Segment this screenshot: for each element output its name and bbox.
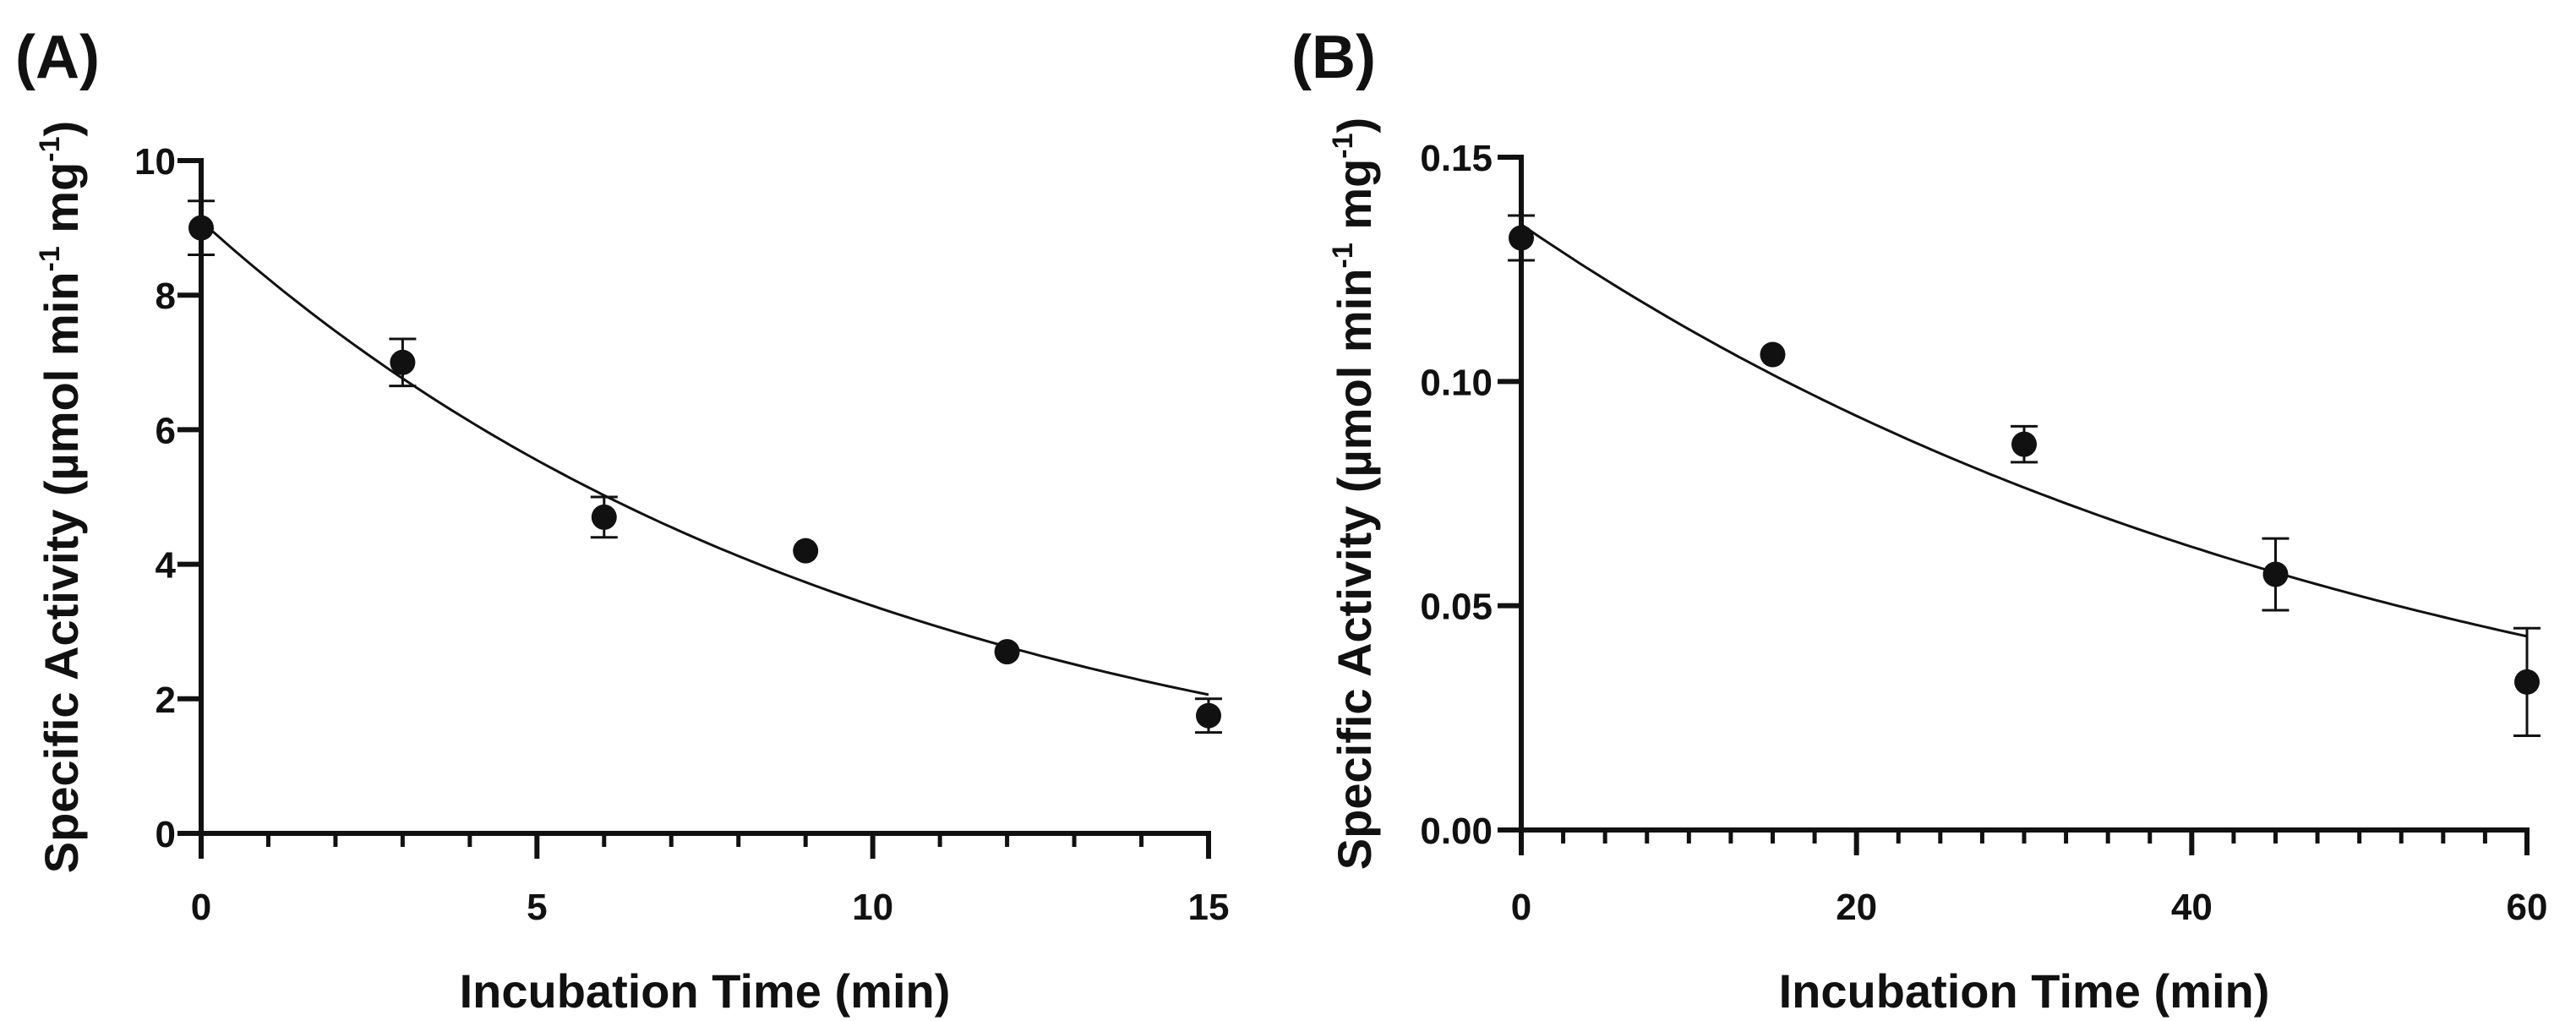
y-tick-label: 0.10 — [1420, 362, 1493, 403]
fit-curve — [199, 220, 1209, 696]
y-tick-label: 2 — [156, 680, 176, 721]
y-tick-label: 10 — [134, 141, 176, 183]
x-axis-title: Incubation Time (min) — [460, 964, 951, 1018]
y-axis-title-superscript: -1 — [34, 246, 66, 271]
x-tick-label: 20 — [1836, 887, 1877, 928]
x-tick-label: 40 — [2171, 887, 2213, 928]
panel-b: (B) 0 20 40 60 0.00 0.05 0.10 0.15 Incubation Tim… — [1291, 24, 2547, 1018]
y-axis-title: Specific Activity (µmol min-1 mg-1) — [1327, 117, 1381, 870]
y-tick-label: 0.05 — [1420, 587, 1493, 628]
x-tick-label: 0 — [1511, 887, 1531, 928]
data-point — [1760, 341, 1786, 368]
y-axis-title-part: mg — [35, 162, 88, 247]
y-axis-title-part: mg — [1328, 159, 1381, 243]
y-axis-title-part: Specific Activity (µmol min — [35, 272, 88, 874]
y-axis-title: Specific Activity (µmol min-1 mg-1) — [34, 121, 88, 873]
y-tick-label: 0.00 — [1420, 811, 1493, 852]
x-tick-label: 5 — [527, 887, 547, 928]
fit-curve — [1520, 223, 2528, 638]
x-axis-title: Incubation Time (min) — [1779, 964, 2270, 1018]
data-point — [2011, 431, 2037, 457]
y-tick-label: 6 — [156, 410, 176, 451]
x-tick-label: 0 — [191, 887, 211, 928]
y-tick-label: 0 — [156, 814, 176, 855]
data-point — [591, 504, 617, 530]
data-point — [994, 639, 1020, 665]
data-point — [2514, 669, 2540, 695]
panel-a: (A) 0 5 10 15 0 2 4 6 8 10 Incubation Time (min) Spe… — [15, 24, 1229, 1018]
data-point — [2262, 561, 2289, 587]
y-tick-label: 4 — [156, 545, 177, 587]
y-axis-title-part: Specific Activity (µmol min — [1328, 269, 1381, 871]
panel-label: (B) — [1291, 24, 1376, 91]
data-point — [1196, 702, 1221, 729]
y-axis-title-part: ) — [35, 121, 88, 137]
y-tick-label: 8 — [156, 276, 176, 317]
data-point — [390, 349, 416, 375]
data-point — [793, 538, 819, 564]
x-tick-label: 15 — [1188, 887, 1230, 928]
x-tick-label: 10 — [852, 887, 893, 928]
y-axis-title-superscript: -1 — [34, 136, 66, 161]
data-point — [188, 215, 214, 241]
panel-label: (A) — [15, 24, 100, 91]
y-tick-label: 0.15 — [1420, 138, 1493, 179]
y-axis-title-superscript: -1 — [1327, 133, 1359, 158]
y-axis-title-part: ) — [1328, 117, 1381, 134]
data-point — [1509, 225, 1534, 251]
x-tick-label: 60 — [2507, 887, 2548, 928]
y-axis-title-superscript: -1 — [1327, 243, 1359, 268]
